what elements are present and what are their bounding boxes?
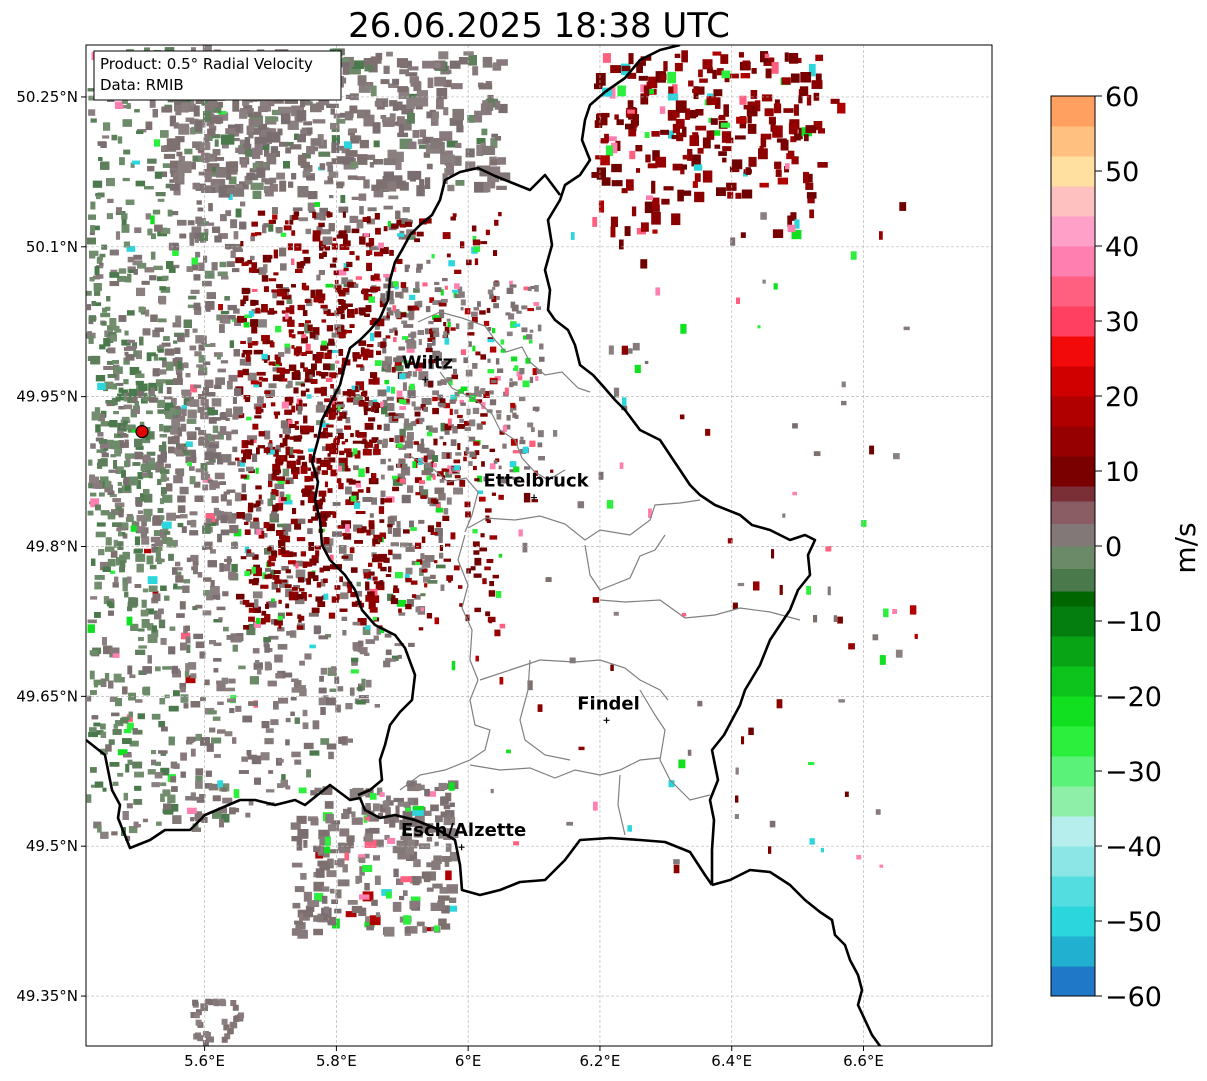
city-label: Ettelbruck [484,471,590,492]
colorbar-segment [1051,426,1095,457]
city-labels: Wiltz Ettelbruck Findel Esch/Alzette [401,353,640,851]
colorbar-segment [1051,568,1095,592]
colorbar-segment [1051,696,1095,727]
colorbar-segment [1051,216,1095,247]
colorbar-unit-label: m/s [1169,522,1202,573]
colorbar-segment [1051,336,1095,367]
x-tick-label: 6.4°E [711,1052,752,1070]
graticule [86,45,992,1046]
y-tick-label: 49.95°N [16,388,78,406]
colorbar-segment [1051,486,1095,502]
colorbar-tick-label: 50 [1105,157,1139,188]
x-tick-label: 6°E [455,1052,482,1070]
colorbar-segment [1051,501,1095,524]
colorbar-tick-label: −50 [1105,907,1162,938]
city-marker [458,844,465,851]
colorbar-segment [1051,876,1095,907]
y-tick-label: 50.25°N [16,88,78,106]
colorbar-segment [1051,726,1095,757]
colorbar-tick-label: −30 [1105,757,1162,788]
colorbar-segment [1051,396,1095,427]
colorbar-segment [1051,606,1095,637]
colorbar-segment [1051,126,1095,157]
colorbar-segment [1051,366,1095,397]
x-tick-label: 6.6°E [843,1052,884,1070]
colorbar-segment [1051,276,1095,307]
colorbar-tick-label: 0 [1105,532,1122,563]
colorbar-segment [1051,786,1095,817]
colorbar-tick-label: 60 [1105,82,1139,113]
y-tick-label: 49.5°N [26,837,78,855]
colorbar-segment [1051,156,1095,187]
colorbar-segment [1051,636,1095,667]
x-tick-label: 5.6°E [184,1052,225,1070]
colorbar-segment [1051,246,1095,277]
colorbar-segment [1051,591,1095,607]
x-tick-label: 5.8°E [316,1052,357,1070]
colorbar-ticks: 60 50 40 30 20 10 0 −10 −20 −30 −40 −50 −60 [1095,82,1162,1013]
colorbar-tick-label: 10 [1105,457,1139,488]
colorbar-segment [1051,846,1095,877]
city-label: Esch/Alzette [401,820,526,841]
colorbar-segment [1051,96,1095,127]
colorbar-segment [1051,546,1095,569]
product-label: Product: 0.5° Radial Velocity [100,55,313,73]
colorbar-tick-label: 20 [1105,382,1139,413]
colorbar-segment [1051,816,1095,847]
product-info-box: Product: 0.5° Radial Velocity Data: RMIB [93,50,342,101]
colorbar-segment [1051,906,1095,937]
national-border [86,45,882,1046]
y-tick-label: 49.8°N [26,537,78,555]
colorbar-segment [1051,756,1095,787]
colorbar-tick-label: −60 [1105,982,1162,1013]
colorbar-segment [1051,936,1095,967]
city-marker [603,717,610,724]
colorbar-segment [1051,523,1095,547]
colorbar-tick-label: −40 [1105,832,1162,863]
map-frame [85,44,993,1047]
map-axes: 5.6°E 5.8°E 6°E 6.2°E 6.4°E 6.6°E 49.35°N 49.5°… [16,88,884,1070]
colorbar-tick-label: −20 [1105,682,1162,713]
colorbar-segments [1051,96,1095,997]
colorbar-tick-label: −10 [1105,607,1162,638]
colorbar-tick-label: 40 [1105,232,1139,263]
colorbar-segment [1051,666,1095,697]
canton-boundaries [399,311,801,836]
city-marker [422,376,429,383]
colorbar-segment [1051,456,1095,487]
colorbar-tick-label: 30 [1105,307,1139,338]
colorbar-segment [1051,186,1095,217]
map-title: 26.06.2025 18:38 UTC [348,6,730,46]
city-label: Wiltz [402,353,453,374]
y-tick-label: 49.35°N [16,987,78,1005]
city-marker [531,494,538,501]
y-tick-label: 50.1°N [26,238,78,256]
colorbar-segment [1051,966,1095,997]
city-label: Findel [577,693,640,714]
radar-site-marker [135,425,149,439]
y-tick-label: 49.65°N [16,687,78,705]
velocity-colorbar: 60 50 40 30 20 10 0 −10 −20 −30 −40 −50 −60 m/s [1050,82,1202,1013]
colorbar-segment [1051,306,1095,337]
data-source-label: Data: RMIB [100,76,184,94]
x-tick-label: 6.2°E [580,1052,621,1070]
